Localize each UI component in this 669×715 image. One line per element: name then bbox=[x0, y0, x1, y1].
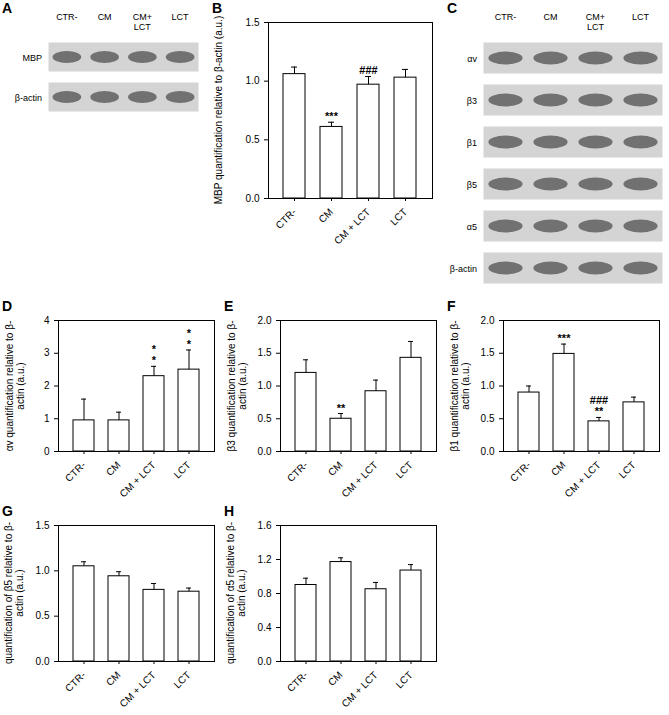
svg-text:CM + LCT: CM + LCT bbox=[339, 459, 379, 499]
html-text:MBP quantification relative to: MBP quantification relative to β-actin (… bbox=[213, 15, 224, 205]
svg-text:β1: β1 bbox=[467, 138, 477, 148]
svg-text:CTR-: CTR- bbox=[63, 669, 88, 694]
html-text:β3 quantification relative to: β3 quantification relative to β-actin (a… bbox=[225, 320, 247, 451]
svg-text:###**: ###** bbox=[590, 394, 608, 417]
svg-text:1.6: 1.6 bbox=[258, 520, 272, 531]
svg-text:0.0: 0.0 bbox=[258, 656, 272, 667]
svg-text:0.4: 0.4 bbox=[258, 622, 272, 633]
svg-text:CM: CM bbox=[104, 459, 123, 478]
svg-text:CM+LCT: CM+LCT bbox=[586, 12, 605, 32]
svg-text:LCT: LCT bbox=[617, 459, 638, 480]
svg-text:0.0: 0.0 bbox=[258, 446, 272, 457]
svg-text:***: *** bbox=[558, 332, 572, 344]
svg-text:αv: αv bbox=[467, 54, 477, 64]
svg-text:LCT: LCT bbox=[394, 669, 415, 690]
svg-text:0.0: 0.0 bbox=[246, 193, 260, 204]
svg-text:CM: CM bbox=[104, 669, 123, 688]
svg-text:3: 3 bbox=[44, 347, 50, 358]
svg-text:LCT: LCT bbox=[172, 12, 190, 22]
html-text:E: E bbox=[224, 298, 234, 314]
svg-text:CM + LCT: CM + LCT bbox=[332, 206, 372, 246]
svg-text:CM: CM bbox=[326, 669, 345, 688]
svg-text:1.0: 1.0 bbox=[246, 75, 260, 86]
svg-text:1.0: 1.0 bbox=[258, 380, 272, 391]
svg-text:CM + LCT: CM + LCT bbox=[562, 459, 602, 499]
svg-text:LCT: LCT bbox=[172, 669, 193, 690]
svg-text:CM + LCT: CM + LCT bbox=[117, 669, 157, 709]
html-text:quantification of α5 relative: quantification of α5 relative to β-actin… bbox=[225, 521, 247, 665]
svg-text:β5: β5 bbox=[467, 180, 477, 190]
svg-text:1: 1 bbox=[44, 413, 50, 424]
svg-text:CTR-: CTR- bbox=[56, 12, 78, 22]
html-text:D: D bbox=[2, 298, 13, 314]
svg-text:1.2: 1.2 bbox=[258, 554, 272, 565]
svg-text:0.5: 0.5 bbox=[36, 610, 50, 621]
svg-text:###: ### bbox=[359, 64, 377, 76]
svg-text:0: 0 bbox=[44, 446, 50, 457]
svg-text:MBP: MBP bbox=[22, 53, 42, 63]
svg-text:CTR-: CTR- bbox=[274, 206, 299, 231]
svg-text:CM: CM bbox=[98, 12, 112, 22]
svg-text:0.5: 0.5 bbox=[481, 413, 495, 424]
svg-text:LCT: LCT bbox=[632, 12, 650, 22]
html-text:B: B bbox=[212, 0, 223, 16]
svg-text:1.5: 1.5 bbox=[246, 17, 260, 28]
svg-text:CTR-: CTR- bbox=[285, 459, 310, 484]
svg-text:2.0: 2.0 bbox=[258, 315, 272, 326]
svg-text:CTR-: CTR- bbox=[495, 12, 517, 22]
svg-text:LCT: LCT bbox=[394, 459, 415, 480]
svg-text:2.0: 2.0 bbox=[481, 315, 495, 326]
svg-text:α5: α5 bbox=[467, 222, 477, 232]
svg-text:β-actin: β-actin bbox=[15, 93, 42, 103]
svg-text:0.5: 0.5 bbox=[246, 134, 260, 145]
html-text:G: G bbox=[2, 503, 13, 519]
svg-text:0.5: 0.5 bbox=[258, 413, 272, 424]
svg-text:LCT: LCT bbox=[388, 206, 409, 227]
svg-text:0.0: 0.0 bbox=[481, 446, 495, 457]
svg-text:2: 2 bbox=[44, 380, 50, 391]
svg-text:LCT: LCT bbox=[172, 459, 193, 480]
html-text:F: F bbox=[447, 298, 456, 314]
svg-text:4: 4 bbox=[44, 315, 50, 326]
svg-text:**: ** bbox=[187, 327, 192, 350]
svg-text:1.5: 1.5 bbox=[36, 520, 50, 531]
svg-text:1.5: 1.5 bbox=[258, 347, 272, 358]
html-text:quantification of β5 relative: quantification of β5 relative to β-actin… bbox=[3, 521, 25, 665]
html-text:H: H bbox=[224, 503, 235, 519]
svg-text:CM: CM bbox=[549, 459, 568, 478]
svg-text:β3: β3 bbox=[467, 96, 477, 106]
svg-text:**: ** bbox=[152, 343, 157, 366]
svg-text:***: *** bbox=[325, 110, 339, 122]
svg-text:1.5: 1.5 bbox=[481, 347, 495, 358]
svg-text:1.0: 1.0 bbox=[481, 380, 495, 391]
html-text:αv quantification relative to: αv quantification relative to β-actin (a… bbox=[3, 320, 25, 451]
svg-text:CM: CM bbox=[316, 206, 335, 225]
svg-text:CM + LCT: CM + LCT bbox=[117, 459, 157, 499]
html-text:β1 quantification relative to: β1 quantification relative to β-actin (a… bbox=[448, 320, 470, 451]
svg-text:CM: CM bbox=[326, 459, 345, 478]
svg-text:CTR-: CTR- bbox=[285, 669, 310, 694]
html-text:A: A bbox=[2, 0, 13, 16]
svg-text:CM + LCT: CM + LCT bbox=[339, 669, 379, 709]
svg-text:0.0: 0.0 bbox=[36, 656, 50, 667]
svg-text:**: ** bbox=[337, 402, 346, 414]
html-text:C: C bbox=[447, 0, 458, 16]
svg-text:CM+LCT: CM+LCT bbox=[133, 12, 152, 32]
svg-text:CTR-: CTR- bbox=[63, 459, 88, 484]
svg-text:β-actin: β-actin bbox=[450, 264, 477, 274]
svg-text:1.0: 1.0 bbox=[36, 565, 50, 576]
svg-text:CTR-: CTR- bbox=[508, 459, 533, 484]
svg-text:0.8: 0.8 bbox=[258, 588, 272, 599]
svg-text:CM: CM bbox=[544, 12, 558, 22]
